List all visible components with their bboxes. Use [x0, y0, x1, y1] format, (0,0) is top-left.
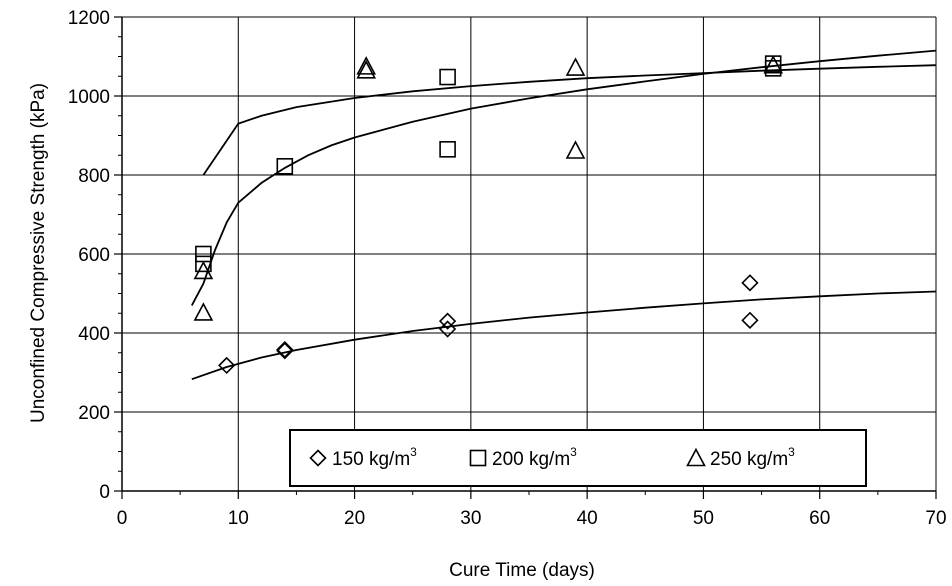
point-triangle: [193, 260, 214, 280]
point-diamond: [438, 320, 457, 338]
axes: [114, 16, 937, 499]
trend-line-diamond: [191, 290, 937, 381]
gridlines: [122, 16, 937, 491]
x-tick-label: 50: [693, 508, 714, 529]
y-tick-label: 1200: [68, 8, 110, 29]
point-square: [276, 158, 294, 175]
data-points: [193, 54, 784, 375]
trend-lines: [191, 49, 937, 381]
x-tick-label: 40: [577, 508, 598, 529]
point-triangle: [565, 57, 586, 76]
legend: 150 kg/m3 200 kg/m3 250 kg/m3: [289, 429, 867, 487]
legend-superscript: 3: [410, 445, 417, 459]
y-tick-label: 1000: [68, 87, 110, 108]
y-tick-label: 200: [78, 403, 110, 424]
point-triangle: [356, 56, 377, 75]
y-tick-label: 800: [78, 166, 110, 187]
legend-box: [289, 429, 867, 487]
x-axis-title: Cure Time (days): [449, 560, 595, 581]
legend-square-icon: [469, 449, 487, 467]
point-diamond: [276, 342, 294, 360]
legend-superscript: 3: [788, 445, 795, 459]
x-tick-label: 0: [117, 508, 128, 529]
point-diamond: [741, 274, 759, 292]
y-tick-label: 600: [78, 245, 110, 266]
x-tick-label: 20: [344, 508, 365, 529]
x-tick-label: 60: [809, 508, 830, 529]
legend-label: 200 kg/m3: [492, 445, 577, 470]
point-square: [195, 255, 212, 273]
legend-triangle-icon: [686, 447, 706, 467]
y-axis-title: Unconfined Compressive Strength (kPa): [28, 83, 49, 423]
x-tick-label: 10: [228, 508, 249, 529]
x-tick-label: 70: [925, 508, 946, 529]
legend-label: 250 kg/m3: [710, 445, 795, 470]
y-tick-label: 0: [99, 482, 110, 503]
point-triangle: [356, 60, 377, 79]
trend-line-triangle: [202, 64, 937, 176]
point-diamond: [741, 311, 759, 329]
legend-superscript: 3: [570, 445, 577, 459]
tick-labels: 0 200 400 600 800 1000 1200 0 10 20 30 40 50 60 70: [68, 8, 947, 529]
x-tick-label: 30: [460, 508, 481, 529]
point-diamond: [276, 340, 294, 359]
trend-line-square: [191, 49, 937, 306]
point-triangle: [565, 140, 586, 159]
point-square: [439, 68, 456, 86]
y-tick-label: 400: [78, 324, 110, 345]
point-diamond: [218, 356, 236, 375]
legend-items: 150 kg/m3 200 kg/m3 250 kg/m3: [309, 445, 795, 470]
point-diamond: [438, 312, 457, 330]
point-triangle: [763, 54, 784, 74]
point-square: [439, 141, 456, 158]
legend-label: 150 kg/m3: [332, 445, 417, 470]
legend-diamond-icon: [309, 449, 327, 467]
point-triangle: [193, 302, 214, 321]
